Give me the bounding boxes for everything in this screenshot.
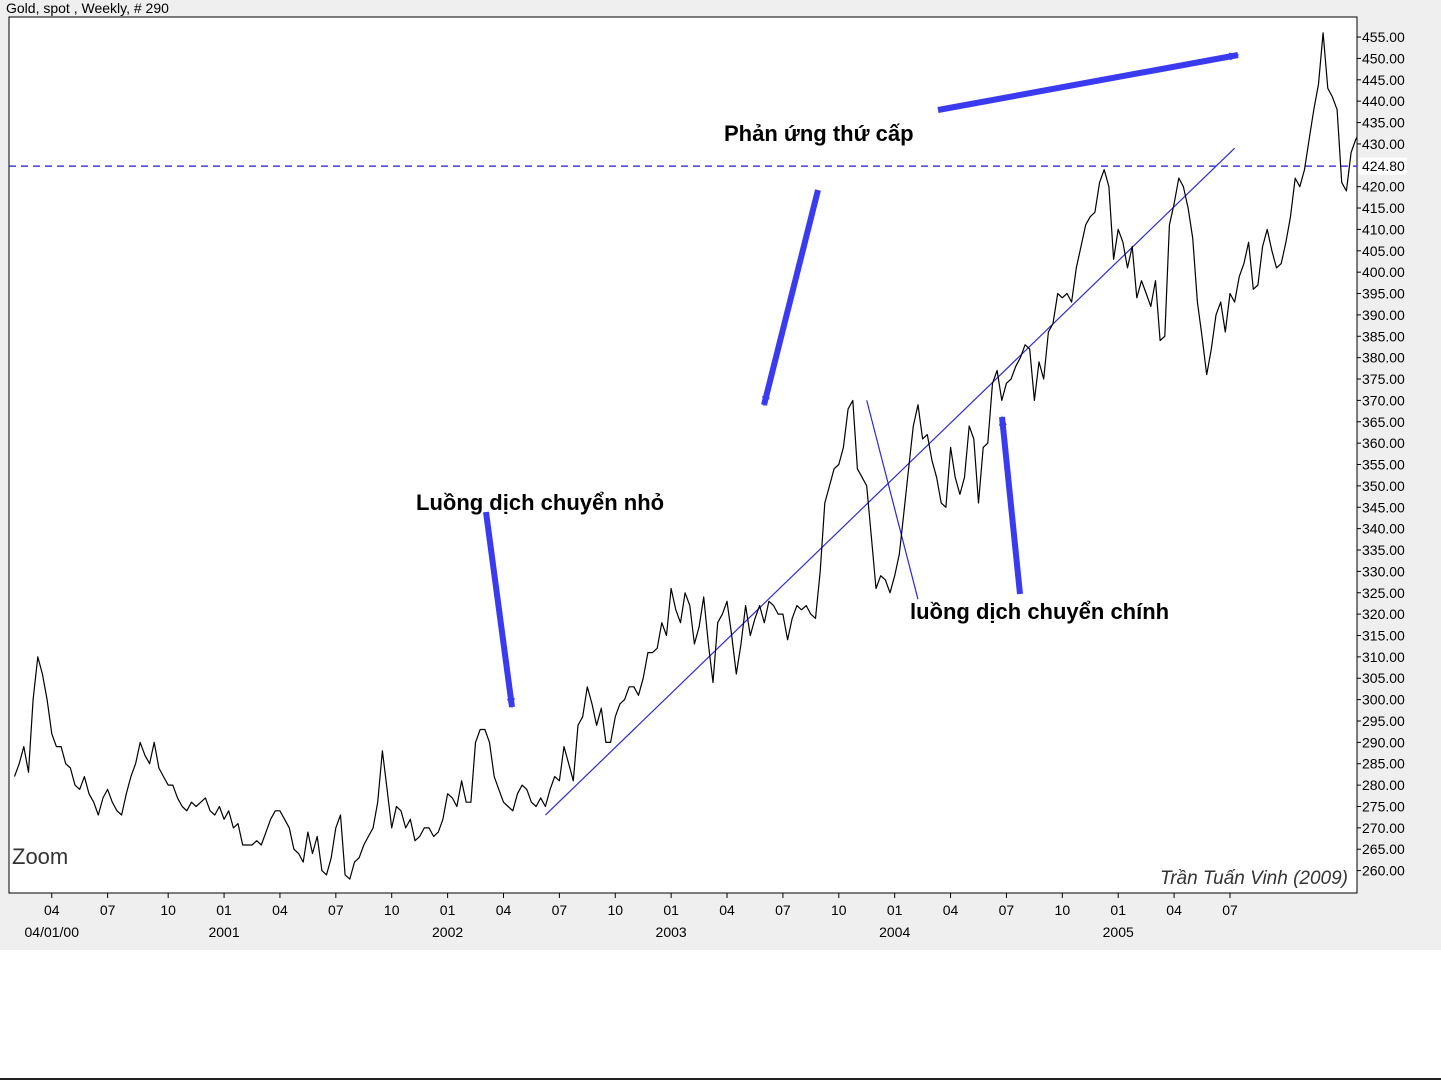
y-tick-label: 385.00: [1362, 328, 1405, 344]
x-tick-label: 04: [496, 902, 512, 918]
y-tick-label: 315.00: [1362, 627, 1405, 643]
arrow-secondary: [761, 189, 821, 407]
y-tick-label: 320.00: [1362, 606, 1405, 622]
arrow-primary: [998, 415, 1023, 595]
annotation-primary: luồng dịch chuyển chính: [910, 599, 1169, 624]
y-tick-label: 355.00: [1362, 457, 1405, 473]
y-tick-label: 395.00: [1362, 286, 1405, 302]
current-price-marker: [1359, 157, 1407, 175]
x-tick-label: 07: [775, 902, 791, 918]
x-period-label: 2004: [879, 924, 910, 940]
y-tick-label: 370.00: [1362, 392, 1405, 408]
x-tick-label: 04: [719, 902, 735, 918]
arrow-minor: [483, 511, 515, 709]
price-series-line[interactable]: [13, 32, 1441, 880]
trendline-1: [866, 400, 919, 600]
trendline-0: [544, 147, 1236, 816]
y-tick-label: 365.00: [1362, 414, 1405, 430]
zoom-label[interactable]: Zoom: [12, 844, 68, 869]
y-axis: 260.00 265.00 270.00 275.00 280.00 285.00 290.…: [1357, 29, 1405, 879]
y-tick-label: 280.00: [1362, 777, 1405, 793]
bottom-rule: [0, 1078, 1441, 1080]
current-price-label: 424.80: [1362, 158, 1405, 174]
y-tick-label: 380.00: [1362, 350, 1405, 366]
x-tick-label: 10: [384, 902, 400, 918]
y-tick-label: 420.00: [1362, 179, 1405, 195]
plot-area[interactable]: [8, 16, 1358, 894]
y-tick-label: 375.00: [1362, 371, 1405, 387]
chart-svg: 260.00 265.00 270.00 275.00 280.00 285.00 290.…: [8, 16, 1441, 940]
chart-title: Gold, spot , Weekly, # 290: [6, 0, 169, 16]
x-tick-label: 04: [1166, 902, 1182, 918]
x-tick-label: 07: [1222, 902, 1238, 918]
y-tick-label: 450.00: [1362, 50, 1405, 66]
x-tick-label: 07: [999, 902, 1015, 918]
annotation-secondary: Phản ứng thứ cấp: [724, 121, 914, 146]
x-tick-label: 04: [943, 902, 959, 918]
x-tick-label: 10: [831, 902, 847, 918]
credit-text: Trần Tuấn Vinh (2009): [1160, 868, 1348, 889]
y-tick-label: 435.00: [1362, 115, 1405, 131]
x-tick-label: 01: [887, 902, 903, 918]
y-tick-label: 295.00: [1362, 713, 1405, 729]
x-period-label: 2005: [1103, 924, 1134, 940]
x-tick-label: 04: [272, 902, 288, 918]
x-tick-label: 07: [100, 902, 116, 918]
y-tick-label: 350.00: [1362, 478, 1405, 494]
y-tick-label: 405.00: [1362, 243, 1405, 259]
y-tick-label: 260.00: [1362, 863, 1405, 879]
x-tick-label: 07: [552, 902, 568, 918]
y-tick-label: 345.00: [1362, 499, 1405, 515]
x-tick-label: 10: [1055, 902, 1071, 918]
x-tick-label: 01: [216, 902, 232, 918]
y-tick-label: 360.00: [1362, 435, 1405, 451]
y-tick-label: 440.00: [1362, 93, 1405, 109]
x-tick-label: 10: [160, 902, 176, 918]
x-period-label: 2002: [432, 924, 463, 940]
y-tick-label: 285.00: [1362, 756, 1405, 772]
y-tick-label: 335.00: [1362, 542, 1405, 558]
y-tick-label: 275.00: [1362, 798, 1405, 814]
y-tick-label: 330.00: [1362, 563, 1405, 579]
annotation-arrows: [483, 52, 1240, 709]
x-period-label: 04/01/00: [25, 924, 80, 940]
x-tick-label: 01: [1110, 902, 1126, 918]
y-tick-label: 265.00: [1362, 841, 1405, 857]
y-tick-label: 400.00: [1362, 264, 1405, 280]
arrow-secondary-top: [937, 52, 1240, 113]
y-tick-label: 270.00: [1362, 820, 1405, 836]
y-tick-label: 310.00: [1362, 649, 1405, 665]
x-tick-label: 04: [44, 902, 60, 918]
annotation-minor: Luồng dịch chuyển nhỏ: [416, 490, 664, 515]
y-tick-label: 430.00: [1362, 136, 1405, 152]
y-tick-label: 415.00: [1362, 200, 1405, 216]
y-tick-label: 410.00: [1362, 221, 1405, 237]
x-tick-label: 07: [328, 902, 344, 918]
x-period-label: 2001: [208, 924, 239, 940]
x-tick-label: 01: [440, 902, 456, 918]
x-tick-label: 01: [663, 902, 679, 918]
y-tick-label: 390.00: [1362, 307, 1405, 323]
chart-window: Gold, spot , Weekly, # 290 260.00 265.00 2…: [0, 0, 1441, 950]
x-tick-label: 10: [607, 902, 623, 918]
y-tick-label: 340.00: [1362, 521, 1405, 537]
y-tick-label: 445.00: [1362, 72, 1405, 88]
trendlines: [544, 147, 1236, 816]
y-tick-label: 290.00: [1362, 734, 1405, 750]
x-period-label: 2003: [656, 924, 687, 940]
y-tick-label: 455.00: [1362, 29, 1405, 45]
x-axis: 04 04/01/00 07 10 01 2001 04 07 10 01 2002 04 07 10 01…: [25, 893, 1238, 940]
y-tick-label: 305.00: [1362, 670, 1405, 686]
y-tick-label: 300.00: [1362, 692, 1405, 708]
y-tick-label: 325.00: [1362, 585, 1405, 601]
